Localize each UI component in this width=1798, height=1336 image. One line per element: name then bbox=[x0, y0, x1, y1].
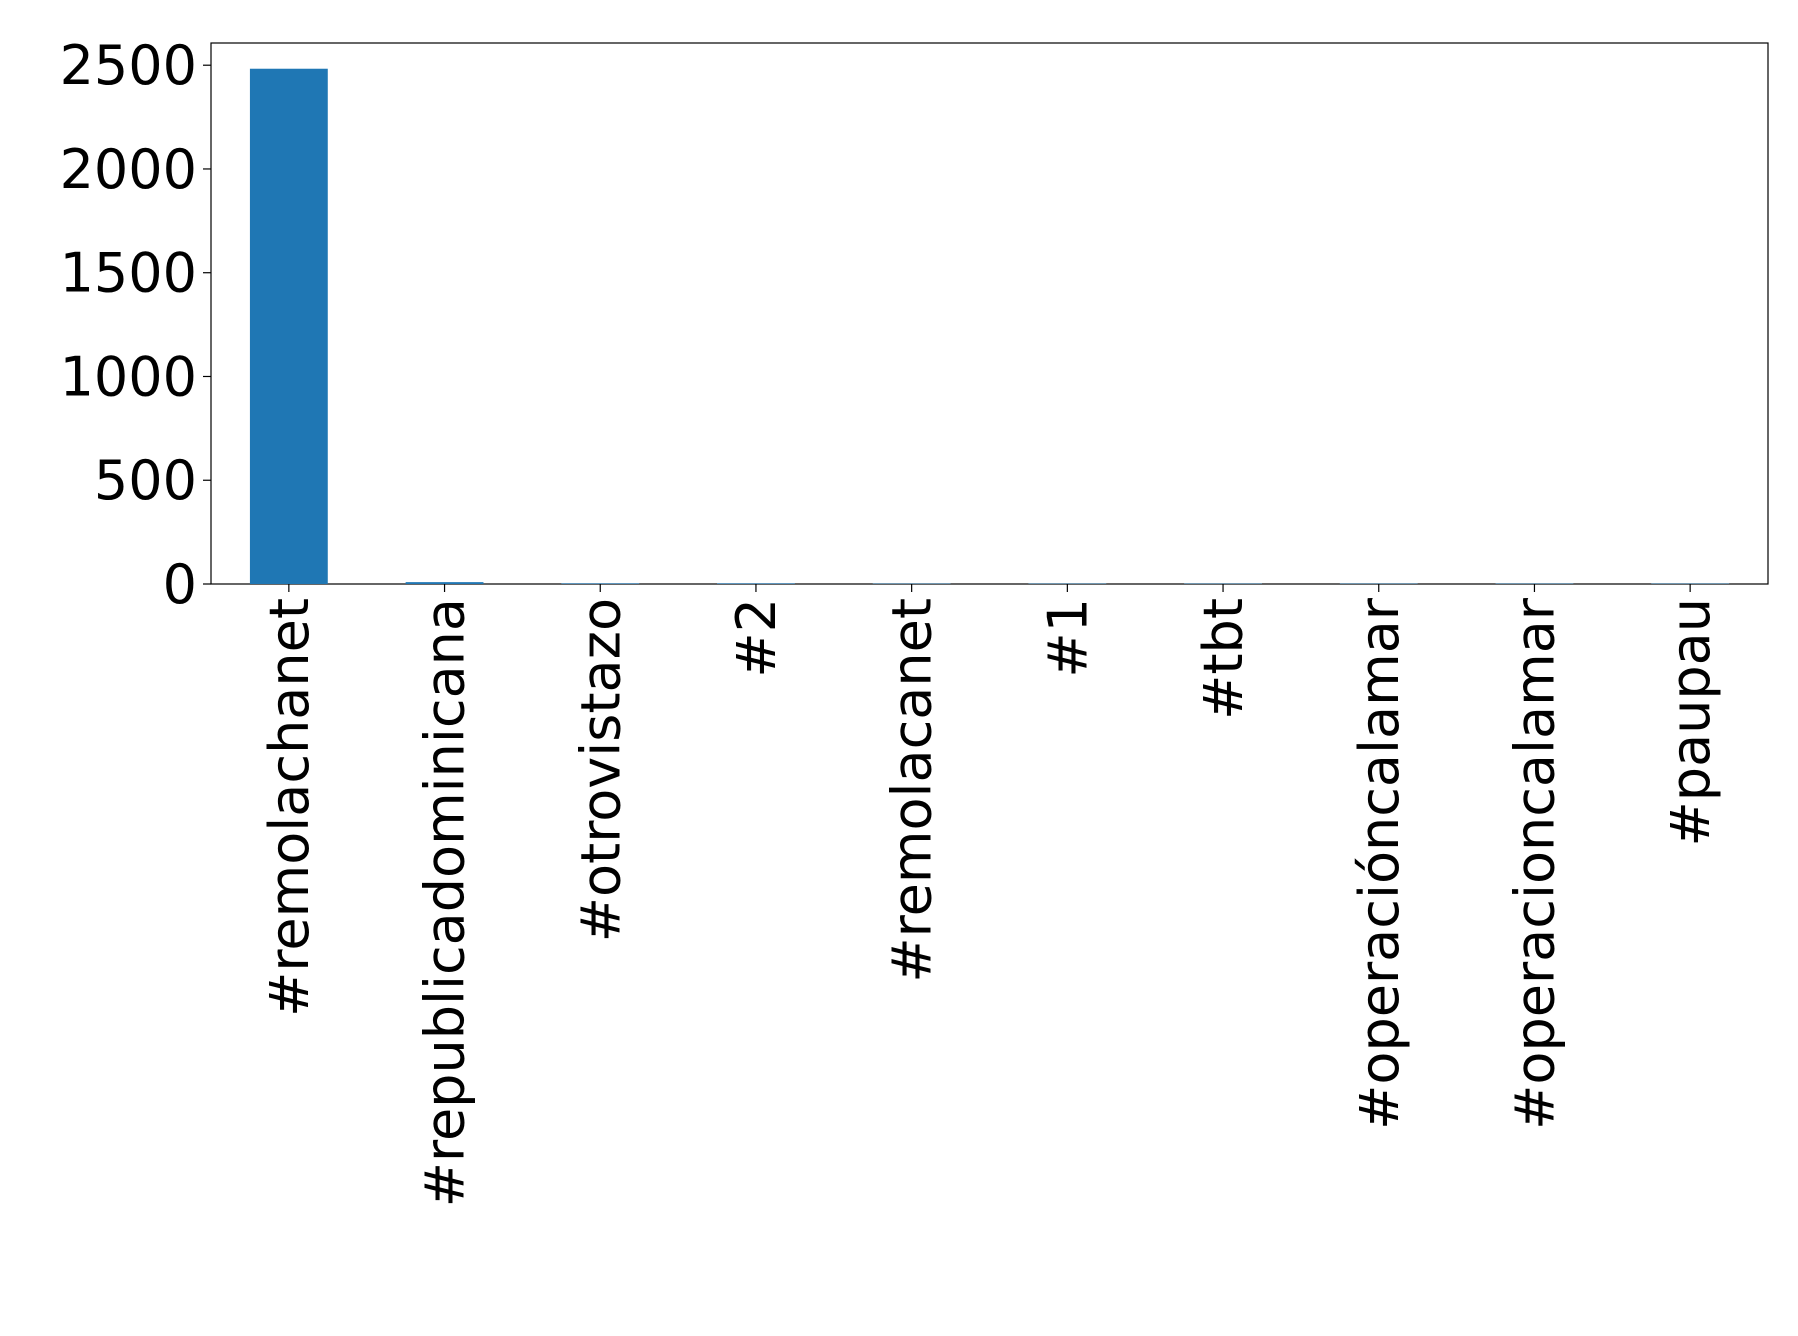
y-tick-label: 1000 bbox=[60, 345, 197, 408]
y-tick-label: 500 bbox=[94, 449, 197, 512]
y-tick-label: 2500 bbox=[60, 34, 197, 97]
x-tick-label: #1 bbox=[1036, 598, 1099, 678]
y-tick-label: 0 bbox=[163, 553, 197, 616]
x-tick-label: #remolacanet bbox=[881, 598, 944, 983]
x-tick-label: #paupau bbox=[1659, 598, 1722, 846]
bar bbox=[249, 68, 328, 585]
bar bbox=[717, 583, 795, 584]
bar bbox=[405, 582, 484, 584]
plot-frame bbox=[210, 42, 1769, 585]
x-tick-label: #republicadominicana bbox=[414, 598, 477, 1207]
x-tick-label: #tbt bbox=[1192, 598, 1255, 720]
x-tick-label: #otrovistazo bbox=[569, 598, 632, 942]
y-tick-label: 1500 bbox=[60, 242, 197, 305]
x-tick-label: #operaciόncalamar bbox=[1348, 597, 1411, 1130]
x-tick-label: #operacioncalamar bbox=[1503, 597, 1566, 1130]
y-tick-label: 2000 bbox=[60, 138, 197, 201]
bar bbox=[561, 583, 640, 584]
x-tick-label: #remolachanet bbox=[258, 598, 321, 1017]
x-tick-label: #2 bbox=[725, 598, 788, 678]
